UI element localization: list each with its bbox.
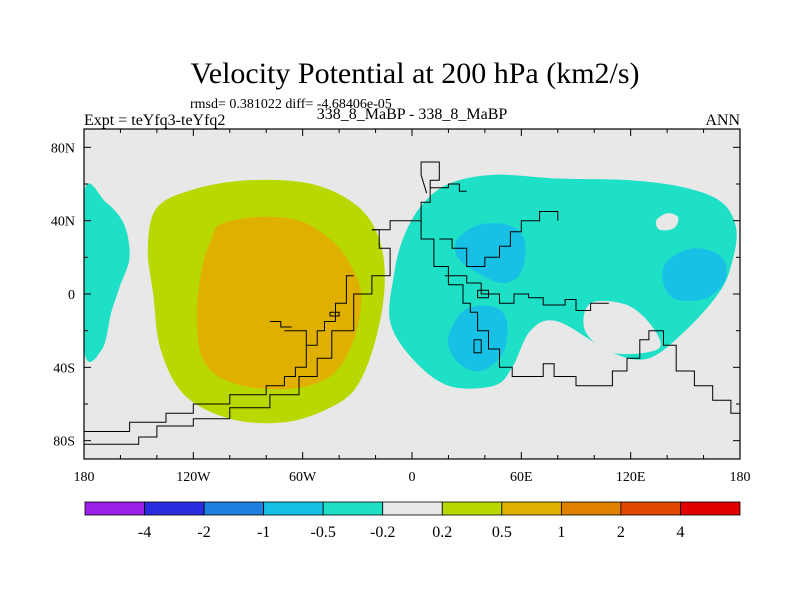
x-tick-label: 180: [730, 470, 751, 485]
contour-region-neutral-hole-east: [583, 300, 661, 355]
x-tick-label: 120E: [616, 470, 646, 485]
x-tick-label: 120W: [176, 470, 211, 485]
colorbar-swatch: [382, 501, 443, 516]
coastline-1: [84, 229, 391, 445]
x-tick-label: 0: [409, 470, 416, 485]
center-label: 338_8_MaBP - 338_8_MaBP: [317, 106, 508, 123]
colorbar-label: 2: [617, 524, 625, 541]
colorbar-swatch: [322, 501, 384, 516]
x-tick-label: 60W: [289, 470, 317, 485]
colorbar: -4 -2 -1 -0.5 -0.2 0.2 0.5 1 2 4: [84, 501, 741, 541]
colorbar-swatch: [441, 501, 503, 516]
contour-fills: [84, 174, 737, 424]
contour-region-negative-east-0.5-1-north: [454, 223, 526, 283]
colorbar-label: -1: [257, 524, 270, 541]
colorbar-swatch: [680, 501, 741, 516]
y-tick-label: 80S: [53, 435, 75, 450]
contour-region-neutral-hole-pacific: [655, 213, 679, 231]
coastline-4: [329, 311, 340, 317]
y-tick-label: 0: [68, 288, 75, 303]
coastline-5: [269, 321, 292, 328]
coastline-3: [284, 330, 307, 346]
x-tick-label: 180: [74, 470, 95, 485]
contour-region-negative-east-0.5-1-pacific: [662, 248, 727, 301]
stats-line: rmsd= 0.381022 diff= -4.68406e-05: [190, 97, 392, 112]
x-tick-label: 60E: [510, 470, 533, 485]
colorbar-swatch: [620, 501, 681, 516]
y-axis: 80N 40N 0 40S 80S: [51, 141, 740, 450]
colorbar-swatch: [501, 501, 562, 516]
colorbar-swatch: [560, 501, 622, 516]
colorbar-label: -0.2: [370, 524, 395, 541]
coastline-2: [371, 161, 440, 231]
x-axis: 180 120W 60W 0 60E 120E 180: [74, 129, 751, 485]
coastline-0: [84, 275, 354, 432]
right-label: ANN: [705, 112, 740, 129]
colorbar-label: -2: [197, 524, 210, 541]
colorbar-swatch: [144, 501, 205, 516]
coastlines: [84, 161, 740, 445]
colorbar-label: 4: [676, 524, 684, 541]
colorbar-swatch: [203, 501, 265, 516]
coastline-9: [473, 339, 482, 354]
y-tick-label: 40N: [51, 215, 75, 230]
coastline-10: [430, 183, 467, 192]
contour-region-positive-0.5-1: [197, 216, 362, 390]
coastline-6: [420, 220, 740, 414]
left-label: Expt = teYfq3-teYfq2: [84, 112, 225, 129]
contour-region-negative-west-0.2-0.5: [84, 183, 130, 363]
contour-region-negative-east-0.5-1-south: [448, 305, 508, 372]
colorbar-label: 0.5: [492, 524, 512, 541]
y-tick-label: 80N: [51, 141, 75, 156]
colorbar-label: -4: [138, 524, 151, 541]
coastline-7: [439, 211, 559, 267]
colorbar-swatch: [263, 501, 324, 516]
chart-title: Velocity Potential at 200 hPa (km2/s): [190, 57, 639, 90]
colorbar-label: -0.5: [311, 524, 336, 541]
colorbar-label: 0.2: [432, 524, 452, 541]
colorbar-swatch: [84, 501, 145, 516]
coastline-11: [477, 289, 489, 299]
colorbar-label: 1: [557, 524, 565, 541]
y-tick-label: 40S: [53, 361, 75, 376]
map-area: [83, 128, 741, 460]
coastline-8: [444, 275, 609, 311]
